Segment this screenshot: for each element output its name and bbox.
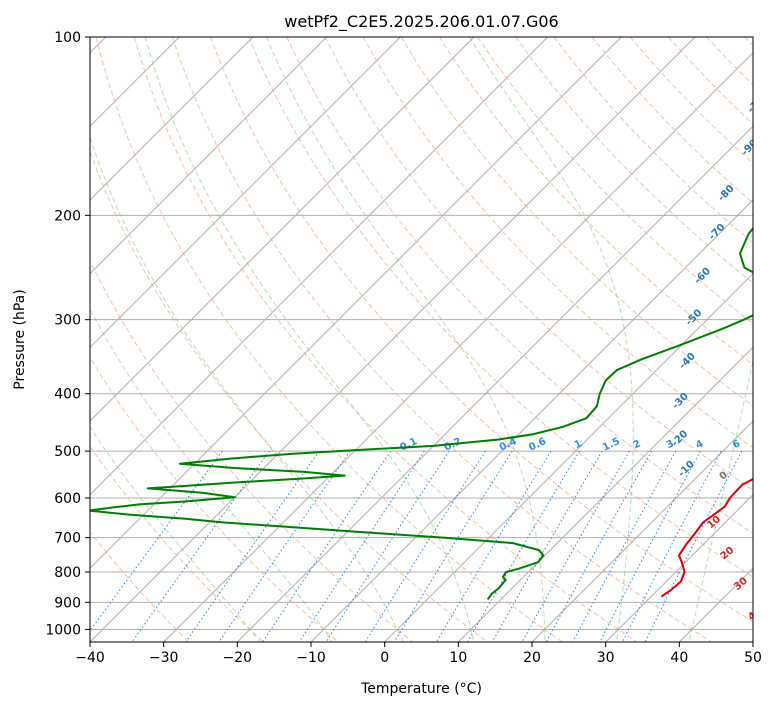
isotherm-gridline [90,37,549,496]
isotherm-gridline [90,37,254,201]
x-tick-label: −30 [149,650,179,666]
plot-frame [89,36,754,643]
mixing-ratio-line [393,450,513,642]
isotherm-gridline [236,125,753,642]
moist-adiabat-line [688,358,753,642]
y-tick-label: 1000 [45,622,81,638]
isotherm-gridline [90,37,696,642]
dry-adiabat-line [362,37,753,449]
mixing-ratio-line [185,450,320,642]
sounding-profiles [90,226,753,601]
y-tick-label: 400 [54,387,81,403]
mixing-ratio-line [491,450,603,642]
moist-adiabat-line [90,308,333,642]
dry-adiabat-line [95,37,563,642]
dry-adiabat-line [133,37,638,642]
isotherm-gridline [90,37,401,349]
isotherm-gridline [163,51,753,642]
dry-adiabat-line [438,37,753,366]
mixing-ratio-line [90,450,223,632]
dry-adiabat-line [90,531,190,642]
y-tick-label: 800 [54,565,81,581]
x-tick-label: 10 [449,650,467,666]
x-axis-label: Temperature (°C) [360,681,482,697]
x-tick-label: 50 [744,650,762,666]
mixing-ratio-line [298,450,425,642]
y-tick-label: 500 [54,444,81,460]
x-tick-label: 40 [670,650,688,666]
y-axis-label: Pressure (hPa) [12,289,28,389]
grid-layer [90,37,753,642]
x-tick-label: −20 [223,650,253,666]
x-tick-label: −10 [296,650,326,666]
dry-adiabat-line [90,259,414,642]
mixing-ratio-label: 2 [632,438,643,451]
dry-adiabat-line [90,445,264,642]
axes: −40 −30 −20 −10 0 10 20 30 40 50 100 200 300 400 500 60… [45,30,762,666]
dry-adiabat-line [248,37,753,578]
moist-adiabat-line [469,37,634,642]
x-tick-label: 0 [380,650,389,666]
dry-adiabat-line [400,37,753,407]
dry-adiabat-line [477,37,753,325]
y-tick-label: 200 [54,208,81,224]
mixing-ratio-line [218,450,351,642]
mixing-ratio-line [644,450,743,642]
y-tick-label: 300 [54,313,81,329]
x-tick-label: 20 [523,650,541,666]
mixing-ratio-line [262,450,392,642]
mixing-ratio-label: 3 [665,438,676,451]
dry-adiabat-line [171,37,712,642]
mixing-ratio-label: 4 [694,438,705,451]
isotherm-gridline [457,346,753,642]
isotherm-gridline [90,37,622,570]
dry-adiabat-line [286,37,753,534]
dry-adiabat-line [90,150,488,642]
moist-adiabat-line [90,426,261,642]
plot-background [90,37,753,642]
mixing-ratio-line [599,450,701,642]
chart-title: wetPf2_C2E5.2025.206.01.07.G06 [284,12,558,32]
y-tick-label: 700 [54,531,81,547]
moist-adiabat-line [266,37,546,642]
mixing-ratio-label: 6 [731,438,742,451]
isotherm-gridline [605,493,753,642]
isotherm-gridline [90,37,328,275]
background-lines [90,37,753,642]
x-tick-label: −40 [75,650,105,666]
isotherm-gridline [531,420,753,642]
moist-adiabat-label: 40 [746,606,764,623]
dry-adiabat-line [515,37,753,284]
temperature-profile-line [660,477,753,598]
isotherm-gridline [90,37,475,422]
mixing-ratio-line [572,450,677,642]
y-tick-label: 600 [54,491,81,507]
mixing-ratio-line [621,450,722,642]
mixing-ratio-label: 1 [573,438,584,451]
y-tick-label: 900 [54,595,81,611]
dry-adiabat-line [90,356,339,642]
dry-adiabat-label: -100 [746,90,772,116]
moist-adiabat-line [144,37,475,642]
moist-adiabat-line [90,135,404,642]
mixing-ratio-line [521,450,630,642]
x-tick-label: 30 [597,650,615,666]
dry-adiabat-line [210,37,753,623]
dewpoint-profile-line [90,226,753,601]
dry-adiabat-line [324,37,753,491]
y-tick-label: 100 [54,30,81,46]
mixing-ratio-line [545,450,653,642]
